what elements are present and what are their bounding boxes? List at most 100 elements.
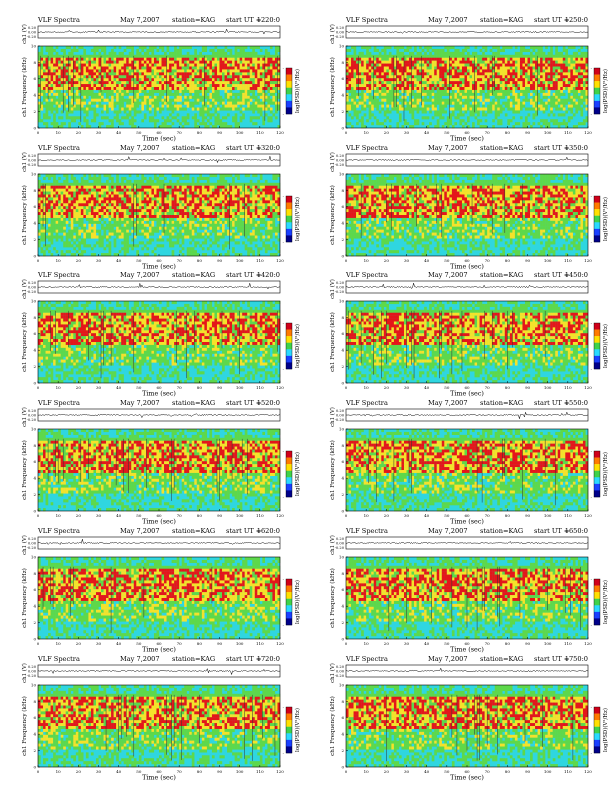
- spectrogram-cell: [181, 72, 185, 76]
- spectrogram-cell: [585, 89, 589, 94]
- spectrogram-cell: [123, 87, 127, 91]
- spectrogram-cell: [103, 60, 107, 64]
- spectrogram-cell: [277, 95, 281, 99]
- spectrogram-cell: [106, 95, 109, 99]
- spectrogram-cell: [509, 101, 513, 105]
- spectrogram-cell: [262, 57, 266, 61]
- spectrogram-cell: [267, 107, 271, 111]
- spectrogram-cell: [409, 46, 412, 50]
- spectrogram-cell: [93, 253, 97, 257]
- spectrogram-cell: [88, 75, 92, 79]
- spectrogram-cell: [358, 66, 362, 70]
- spectrogram-cell: [201, 113, 205, 117]
- spectrogram-cell: [80, 217, 84, 222]
- spectrogram-cell: [95, 87, 99, 91]
- spectrogram-cell: [184, 89, 187, 94]
- spectrogram-cell: [80, 84, 84, 88]
- spectrogram-cell: [121, 92, 124, 96]
- spectrogram-cell: [575, 60, 579, 64]
- spectrogram-cell: [585, 116, 589, 120]
- spectrogram-cell: [259, 110, 263, 114]
- spectrogram-cell: [504, 87, 508, 91]
- spectrogram-cell: [449, 122, 453, 126]
- spectrogram-cell: [60, 84, 64, 88]
- spectrogram-cell: [254, 46, 258, 50]
- spectrogram-cell: [461, 51, 465, 55]
- spectrogram-cell: [567, 89, 571, 94]
- spectrogram-cell: [68, 81, 71, 85]
- spectrogram-cell: [93, 200, 97, 204]
- spectrogram-cell: [164, 87, 167, 91]
- spectrogram-cell: [358, 72, 362, 76]
- spectrogram-cell: [391, 69, 395, 73]
- spectrogram-cell: [186, 113, 190, 117]
- spectrogram-cell: [403, 63, 407, 67]
- spectrogram-cell: [247, 72, 250, 76]
- spectrogram-cell: [277, 87, 281, 91]
- spectrogram-cell: [403, 101, 407, 105]
- spectrogram-cell: [477, 69, 480, 73]
- spectrogram-cell: [401, 98, 405, 102]
- spectrogram-cell: [406, 122, 410, 126]
- spectrogram-cell: [361, 57, 364, 61]
- spectrogram-cell: [274, 78, 278, 82]
- spectrogram-cell: [252, 78, 255, 82]
- spectrogram-cell: [234, 98, 238, 102]
- spectrogram-cell: [40, 60, 44, 64]
- spectrogram-cell: [106, 182, 109, 186]
- spectrogram-cell: [416, 63, 420, 67]
- spectrogram-cell: [446, 72, 450, 76]
- spectrogram-cell: [232, 81, 235, 85]
- spectrogram-cell: [45, 60, 49, 64]
- spectrogram-cell: [542, 54, 546, 58]
- spectrogram-cell: [388, 46, 392, 50]
- spectrogram-cell: [519, 60, 523, 64]
- spectrogram-cell: [103, 84, 107, 88]
- spectrogram-cell: [247, 104, 250, 108]
- spectrogram-cell: [547, 98, 551, 102]
- spectrogram-cell: [381, 107, 384, 111]
- spectrogram-cell: [524, 92, 528, 96]
- spectrogram-cell: [242, 57, 245, 61]
- spectrogram-cell: [143, 75, 147, 79]
- spectrogram-cell: [186, 78, 190, 82]
- spectrogram-cell: [121, 104, 124, 108]
- spectrogram-cell: [550, 48, 553, 53]
- spectrogram-cell: [38, 238, 41, 242]
- spectrogram-cell: [557, 87, 561, 91]
- spectrogram-cell: [383, 84, 387, 88]
- spectrogram-cell: [429, 78, 432, 82]
- colorbar-segment: [594, 68, 600, 75]
- spectrogram-cell: [472, 122, 475, 126]
- spectrogram-cell: [80, 215, 84, 219]
- spectrogram-cell: [161, 63, 165, 67]
- spectrogram-cell: [153, 63, 157, 67]
- spectrogram-cell: [461, 69, 465, 73]
- spectrogram-cell: [90, 226, 94, 230]
- spectrogram-cell: [421, 54, 425, 58]
- spectrogram-cell: [70, 63, 74, 67]
- spectrogram-cell: [492, 101, 495, 105]
- spectrogram-cell: [424, 81, 427, 85]
- spectrogram-cell: [371, 101, 374, 105]
- spectrogram-cell: [489, 110, 493, 114]
- spectrogram-cell: [156, 89, 160, 94]
- spectrogram-cell: [40, 212, 44, 216]
- spectrogram-cell: [388, 84, 392, 88]
- spectrogram-cell: [419, 87, 422, 91]
- spectrogram-cell: [58, 81, 61, 85]
- spectrogram-cell: [38, 212, 41, 216]
- spectrogram-cell: [570, 101, 574, 105]
- spectrogram-cell: [409, 54, 412, 58]
- spectrogram-cell: [88, 212, 92, 216]
- spectrogram-cell: [254, 87, 258, 91]
- spectrogram-cell: [83, 241, 87, 245]
- spectrogram-cell: [176, 119, 180, 123]
- spectrogram-cell: [143, 78, 147, 82]
- spectrogram-cell: [530, 72, 533, 76]
- spectrogram-cell: [45, 235, 49, 239]
- spectrogram-cell: [446, 46, 450, 50]
- spectrogram-cell: [373, 78, 377, 82]
- spectrogram-cell: [111, 232, 114, 236]
- spectrogram-cell: [577, 95, 581, 99]
